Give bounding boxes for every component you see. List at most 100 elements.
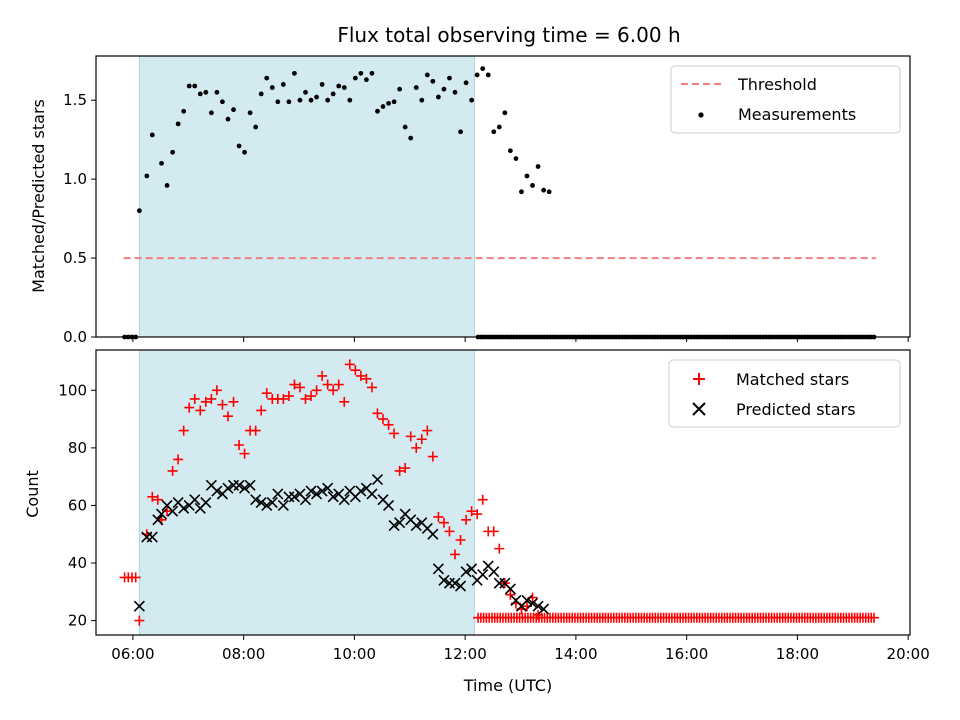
matched-star-marker xyxy=(372,408,383,419)
bottom-x-tick-label: 20:00 xyxy=(887,645,930,663)
matched-star-marker xyxy=(383,419,394,430)
chart-title: Flux total observing time = 6.00 h xyxy=(337,23,680,47)
predicted-star-marker xyxy=(211,485,223,497)
measurement-point xyxy=(347,97,353,103)
predicted-star-marker xyxy=(438,574,450,586)
predicted-star-marker xyxy=(521,594,533,607)
top-y-axis-label: Matched/Predicted stars xyxy=(29,99,48,293)
matched-star-marker xyxy=(333,379,344,390)
matched-star-marker xyxy=(400,463,411,474)
measurement-point xyxy=(364,77,369,83)
matched-star-marker xyxy=(488,526,499,537)
predicted-star-marker xyxy=(394,517,406,529)
matched-star-marker xyxy=(283,391,294,402)
matched-star-marker xyxy=(461,514,472,525)
measurement-point xyxy=(352,75,358,81)
predicted-star-marker xyxy=(454,580,467,592)
measurement-point xyxy=(144,173,150,179)
matched-star-marker xyxy=(411,442,422,453)
top-y-tick-label: 0.0 xyxy=(63,328,87,346)
measurement-point xyxy=(502,110,508,116)
predicted-star-marker xyxy=(477,568,489,581)
matched-star-marker xyxy=(317,370,328,381)
measurement-point xyxy=(358,70,364,76)
matched-star-marker xyxy=(416,434,427,445)
measurement-point xyxy=(474,72,480,78)
bottom-axis-ticks: 20 40 60 80 100 06:00 08:00 10:00 12:00 14:00 16:0… xyxy=(58,381,929,663)
predicted-star-marker xyxy=(538,603,550,615)
measurement-point xyxy=(458,129,463,135)
matched-star-marker xyxy=(211,385,222,396)
top-legend: Threshold Measurements xyxy=(670,65,901,134)
measurement-point xyxy=(214,89,220,95)
predicted-legend-swatch xyxy=(692,402,706,416)
predicted-star-marker xyxy=(266,497,278,509)
measurement-point xyxy=(192,83,198,89)
matched-star-marker xyxy=(206,393,217,404)
predicted-star-marker xyxy=(299,494,312,506)
measurement-point xyxy=(496,124,502,130)
measurement-point xyxy=(208,110,214,116)
measurement-point xyxy=(149,132,155,138)
measurement-point xyxy=(264,75,270,81)
bottom-x-tick-label: 08:00 xyxy=(222,645,265,663)
predicted-star-marker xyxy=(152,514,164,526)
bottom-plot-frame xyxy=(95,349,911,636)
measurement-point xyxy=(402,124,408,130)
matched-star-marker xyxy=(355,370,366,381)
matched-star-marker xyxy=(234,440,245,450)
bottom-y-tick-label: 40 xyxy=(68,554,87,572)
measurement-point xyxy=(419,97,425,103)
predicted-star-marker xyxy=(466,563,478,575)
matched-star-marker xyxy=(184,402,195,413)
x-axis-label: Time (UTC) xyxy=(463,676,552,695)
measurement-point xyxy=(380,104,386,109)
predicted-star-marker xyxy=(189,494,201,506)
matched-star-marker xyxy=(444,526,455,537)
bottom-x-tick-label: 12:00 xyxy=(444,645,487,663)
matched-star-marker xyxy=(472,509,483,520)
predicted-star-marker xyxy=(327,491,339,503)
matched-star-marker xyxy=(130,572,141,583)
predicted-star-marker xyxy=(311,488,323,500)
measurement-point xyxy=(136,208,142,214)
matched-star-marker xyxy=(422,425,433,436)
matched-star-marker xyxy=(167,465,178,476)
matched-star-marker xyxy=(134,615,145,626)
predicted-star-marker xyxy=(371,473,384,486)
matched-star-marker xyxy=(405,431,416,442)
matched-legend-swatch xyxy=(693,373,705,385)
matched-star-marker xyxy=(256,405,267,416)
measurement-point xyxy=(546,189,552,195)
top-shaded-span xyxy=(138,56,475,337)
matched-star-marker xyxy=(278,393,289,404)
measurement-point xyxy=(269,85,275,90)
predicted-star-marker xyxy=(178,502,190,514)
bottom-y-tick-label: 80 xyxy=(68,439,87,457)
predicted-star-marker xyxy=(244,479,256,491)
predicted-star-marker xyxy=(366,488,378,500)
matched-star-marker xyxy=(261,388,272,399)
predicted-star-marker xyxy=(222,482,234,494)
measurement-point xyxy=(386,100,391,106)
measurement-point xyxy=(507,148,513,154)
top-legend-box xyxy=(670,65,901,134)
legend-threshold-label: Threshold xyxy=(737,75,817,94)
measurement-point xyxy=(292,70,297,76)
matched-star-marker xyxy=(328,385,339,396)
measurement-point xyxy=(441,86,447,92)
matched-star-marker xyxy=(250,425,261,436)
matched-star-marker xyxy=(152,494,163,505)
bottom-x-tick-label: 10:00 xyxy=(333,645,376,663)
bottom-shaded-span xyxy=(138,350,475,635)
matched-star-marker xyxy=(147,491,158,502)
measurement-point xyxy=(408,135,414,141)
matched-star-marker xyxy=(306,391,317,402)
matched-star-marker xyxy=(239,448,250,459)
bottom-y-axis-label: Count xyxy=(23,470,42,518)
matched-star-marker xyxy=(300,393,311,404)
measurement-point xyxy=(197,91,203,97)
measurement-point xyxy=(225,116,231,122)
predicted-star-marker xyxy=(488,566,500,578)
